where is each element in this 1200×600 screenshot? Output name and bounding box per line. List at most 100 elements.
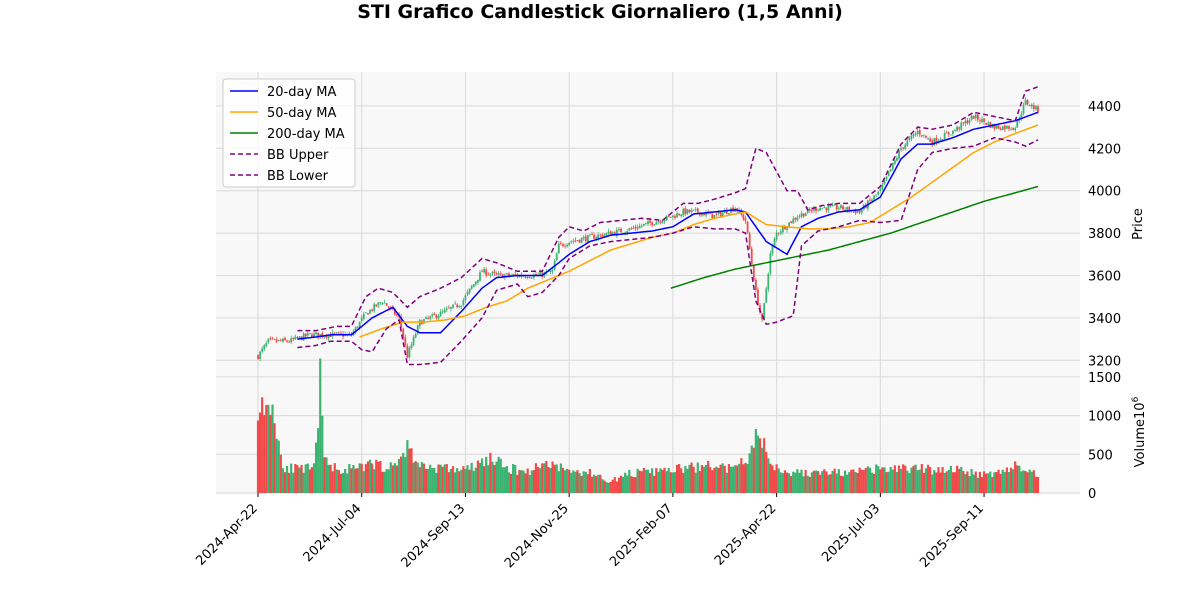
- candle-body: [873, 195, 876, 200]
- candle-body: [514, 274, 517, 275]
- volume-bar: [684, 465, 687, 493]
- candle-body: [827, 205, 830, 211]
- volume-y-tick-label: 0: [1088, 487, 1096, 502]
- volume-bar: [860, 469, 863, 493]
- candle-body: [979, 120, 981, 122]
- candle-body: [418, 319, 421, 327]
- candle-body: [404, 337, 407, 346]
- x-tick-label: 2024-Nov-25: [502, 501, 572, 571]
- price-y-tick-label: 3600: [1088, 269, 1121, 284]
- candle-body: [902, 147, 905, 149]
- volume-bar: [339, 473, 343, 493]
- volume-bar: [468, 469, 471, 493]
- volume-bar: [1014, 461, 1017, 493]
- volume-bar: [651, 468, 654, 493]
- volume-bar: [308, 469, 311, 493]
- candle-body: [750, 248, 753, 265]
- volume-bar: [885, 472, 888, 493]
- candle-body: [958, 127, 961, 129]
- candle-body: [711, 213, 714, 219]
- candle-body: [362, 313, 365, 319]
- volume-bar: [327, 464, 330, 493]
- candle-body: [383, 302, 386, 304]
- volume-bar: [667, 467, 670, 493]
- volume-bar: [368, 459, 372, 493]
- volume-bar: [613, 477, 616, 493]
- volume-bar: [742, 464, 745, 493]
- volume-bar: [935, 472, 938, 493]
- volume-bar: [862, 469, 865, 493]
- volume-bar: [848, 472, 851, 493]
- volume-bar: [765, 451, 768, 493]
- candle-body: [715, 214, 718, 215]
- candle-body: [308, 333, 311, 335]
- volume-bar: [756, 435, 760, 493]
- volume-bar: [812, 470, 816, 493]
- candle-body: [371, 309, 373, 311]
- candle-body: [566, 244, 568, 247]
- volume-bar: [659, 468, 662, 493]
- candle-body: [591, 234, 593, 235]
- candle-body: [460, 305, 463, 308]
- candle-body: [821, 207, 824, 209]
- volume-bar: [329, 464, 332, 493]
- candle-body: [995, 125, 998, 129]
- volume-bar: [412, 462, 415, 493]
- candle-body: [576, 240, 579, 242]
- candle-body: [781, 226, 784, 233]
- volume-bar: [350, 468, 353, 493]
- volume-bar: [653, 475, 656, 493]
- candle-body: [628, 228, 631, 231]
- volume-bar: [902, 464, 905, 493]
- candle-body: [825, 207, 828, 211]
- volume-bar: [731, 466, 735, 493]
- price-lines: [297, 86, 1039, 366]
- candle-body: [441, 311, 444, 313]
- candle-body: [636, 227, 639, 229]
- volume-bar: [696, 462, 699, 493]
- legend-label: 20-day MA: [267, 85, 336, 100]
- candle-body: [472, 284, 475, 288]
- candle-body: [960, 122, 963, 130]
- volume-bar: [422, 463, 426, 493]
- volume-bar: [740, 458, 743, 493]
- volume-bar: [592, 474, 596, 493]
- volume-bar: [758, 438, 762, 493]
- candle-body: [450, 307, 452, 309]
- candle-body: [682, 209, 685, 216]
- volume-bar: [841, 476, 845, 493]
- volume-bar: [750, 445, 753, 493]
- candle-body: [696, 208, 699, 213]
- candle-body: [858, 210, 861, 213]
- volume-bar: [385, 469, 388, 493]
- volume-axis-label-base: 10: [1133, 402, 1148, 419]
- volume-bar: [671, 472, 674, 493]
- volume-bar: [675, 464, 679, 493]
- volume-bar: [630, 476, 633, 493]
- candle-body: [887, 171, 890, 177]
- chart-title: STI Grafico Candlestick Giornaliero (1,5…: [357, 1, 843, 23]
- volume-bar: [532, 470, 536, 493]
- volume-bar: [702, 466, 706, 493]
- volume-bar: [551, 461, 554, 493]
- volume-bar: [819, 474, 822, 493]
- candle-body: [746, 221, 749, 233]
- candle-body: [705, 212, 707, 216]
- volume-bar: [283, 472, 287, 493]
- volume-bar: [480, 458, 484, 493]
- volume-bar: [290, 463, 293, 493]
- candle-body: [1037, 106, 1039, 113]
- volume-bar: [626, 475, 629, 493]
- volume-bar: [866, 466, 869, 493]
- volume-bar: [323, 457, 326, 493]
- candle-body: [856, 211, 859, 214]
- volume-panel: 0 500 1000 1500 Volume106: [216, 358, 1148, 502]
- candle-body: [416, 325, 419, 334]
- volume-bar: [908, 473, 911, 493]
- volume-bar: [709, 467, 712, 493]
- price-y-ticks: 3200 3400 3600 3800 4000 4200 4400: [1088, 100, 1121, 369]
- candle-body: [495, 273, 498, 275]
- candle-body: [665, 215, 668, 220]
- candle-body: [835, 204, 838, 210]
- volume-bar: [447, 472, 450, 493]
